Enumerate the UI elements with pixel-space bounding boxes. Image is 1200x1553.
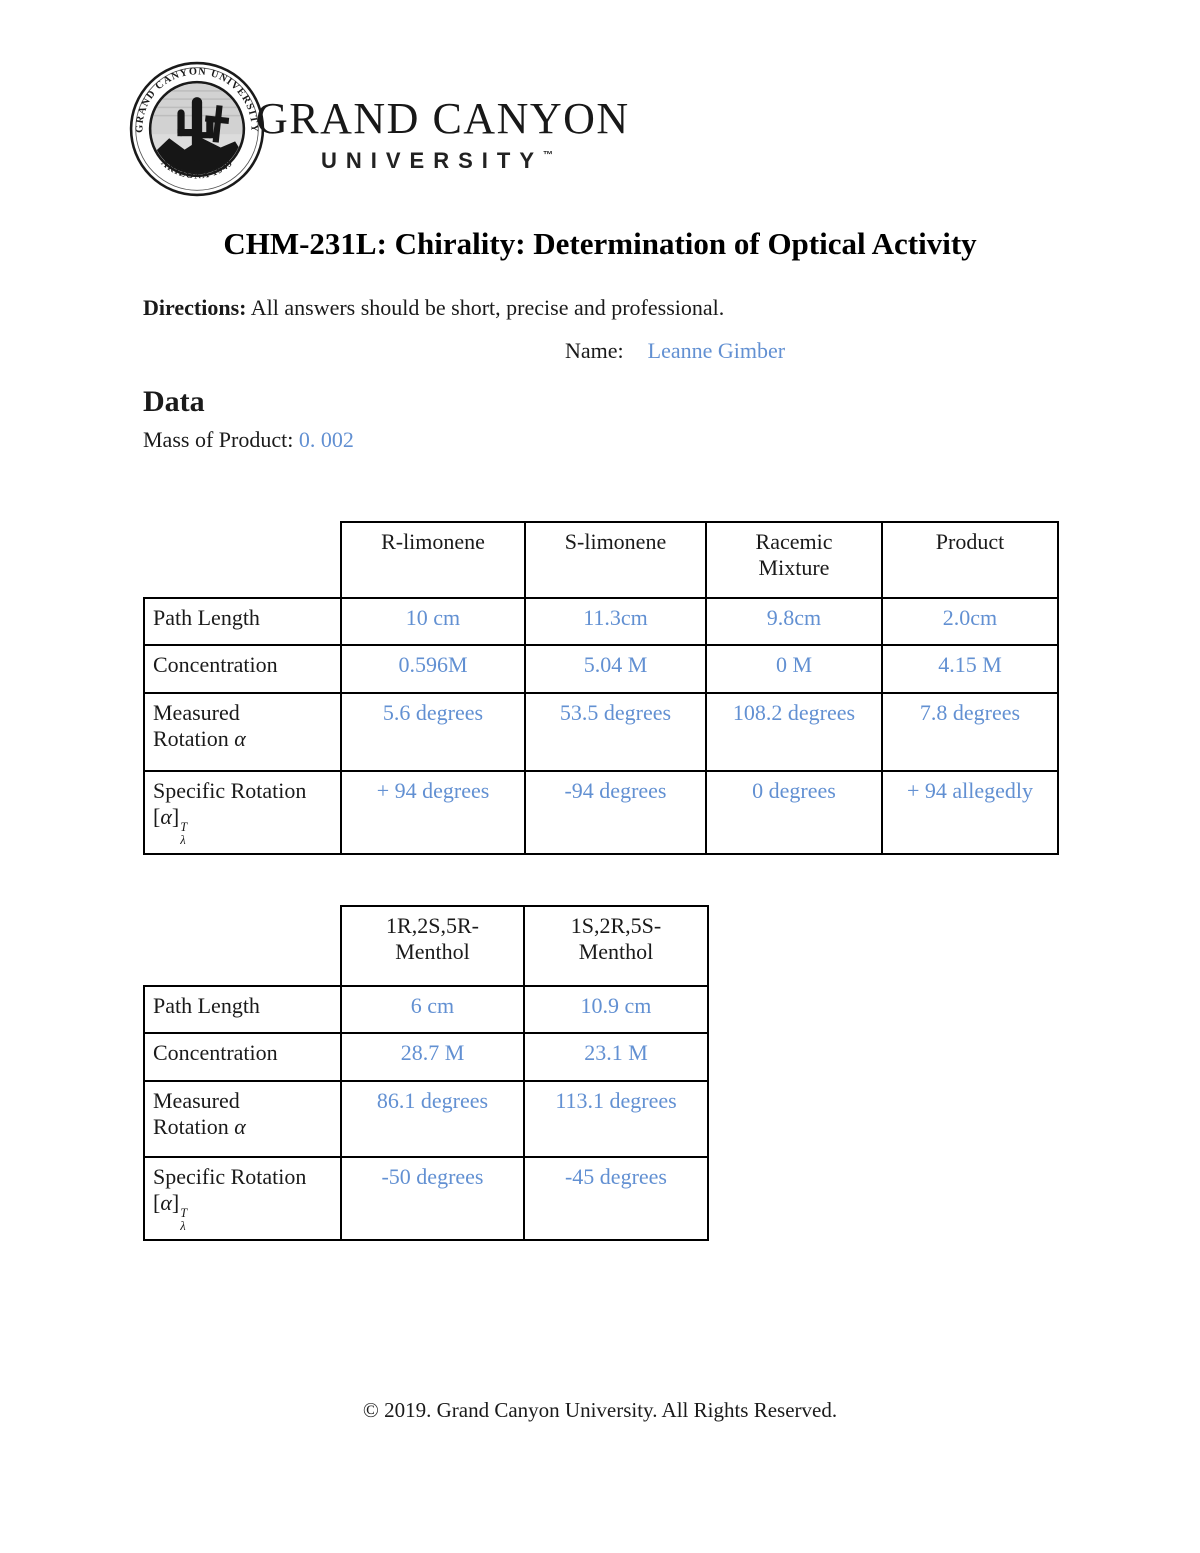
wordmark-grand-canyon: GRAND CANYON bbox=[256, 94, 630, 143]
value-cell: -94 degrees bbox=[524, 769, 707, 856]
value-cell: + 94 degrees bbox=[340, 769, 526, 856]
column-header-product: Product bbox=[881, 521, 1059, 599]
value-cell: 108.2 degrees bbox=[705, 692, 883, 772]
value-cell: 10 cm bbox=[340, 597, 526, 646]
row-label-path-length: Path Length bbox=[143, 597, 342, 646]
directions-line: Directions: All answers should be short,… bbox=[143, 295, 724, 321]
value-cell: 0 M bbox=[705, 644, 883, 694]
mass-value: 0. 002 bbox=[298, 427, 354, 452]
path-length-row: Path Length 10 cm 11.3cm 9.8cm 2.0cm bbox=[143, 597, 1059, 646]
row-label-concentration: Concentration bbox=[143, 1032, 342, 1082]
column-header-racemic-mixture: Racemic Mixture bbox=[705, 521, 883, 599]
value-cell: 28.7 M bbox=[340, 1032, 525, 1082]
value-cell: -45 degrees bbox=[523, 1155, 709, 1242]
menthol-data-table: 1R,2S,5R- Menthol 1S,2R,5S- Menthol Path L… bbox=[143, 905, 709, 1242]
value-cell: 10.9 cm bbox=[523, 985, 709, 1034]
row-label-measured-rotation: Measured Rotation α bbox=[143, 692, 342, 772]
seal-cactus bbox=[177, 97, 214, 161]
measured-rotation-row: Measured Rotation α 86.1 degrees 113.1 d… bbox=[143, 1080, 709, 1158]
value-cell: -50 degrees bbox=[340, 1155, 525, 1242]
directions-label: Directions: bbox=[143, 295, 247, 320]
value-cell: 113.1 degrees bbox=[523, 1080, 709, 1158]
trademark-symbol: ™ bbox=[543, 150, 554, 161]
value-cell: 7.8 degrees bbox=[881, 692, 1059, 772]
mass-of-product-line: Mass of Product: 0. 002 bbox=[143, 427, 354, 453]
row-label-measured-rotation: Measured Rotation α bbox=[143, 1080, 342, 1158]
row-label-path-length: Path Length bbox=[143, 985, 342, 1034]
measured-rotation-row: Measured Rotation α 5.6 degrees 53.5 deg… bbox=[143, 692, 1059, 772]
concentration-row: Concentration 28.7 M 23.1 M bbox=[143, 1032, 709, 1082]
value-cell: 5.04 M bbox=[524, 644, 707, 694]
directions-text: All answers should be short, precise and… bbox=[246, 295, 725, 320]
corner-cell bbox=[144, 906, 341, 986]
value-cell: 9.8cm bbox=[705, 597, 883, 646]
value-cell: 0.596M bbox=[340, 644, 526, 694]
gcu-seal-logo: GRAND CANYON UNIVERSITY ARIZONA 1949 bbox=[129, 61, 265, 197]
concentration-row: Concentration 0.596M 5.04 M 0 M 4.15 M bbox=[143, 644, 1059, 694]
copyright-footer: © 2019. Grand Canyon University. All Rig… bbox=[362, 1398, 838, 1422]
path-length-row: Path Length 6 cm 10.9 cm bbox=[143, 985, 709, 1034]
mass-label: Mass of Product: bbox=[143, 427, 299, 452]
value-cell: 2.0cm bbox=[881, 597, 1059, 646]
row-label-concentration: Concentration bbox=[143, 644, 342, 694]
wordmark-university: UNIVERSITY™ bbox=[321, 150, 553, 172]
value-cell: 0 degrees bbox=[705, 769, 883, 856]
column-header-s-limonene: S-limonene bbox=[524, 521, 707, 599]
value-cell: 5.6 degrees bbox=[340, 692, 526, 772]
column-header-1r2s5r-menthol: 1R,2S,5R- Menthol bbox=[340, 905, 525, 987]
value-cell: 4.15 M bbox=[881, 644, 1059, 694]
table-header-row: R-limonene S-limonene Racemic Mixture Pro… bbox=[144, 521, 1059, 599]
column-header-r-limonene: R-limonene bbox=[340, 521, 526, 599]
value-cell: 6 cm bbox=[340, 985, 525, 1034]
value-cell: 23.1 M bbox=[523, 1032, 709, 1082]
name-label: Name: bbox=[565, 338, 624, 363]
limonene-data-table: R-limonene S-limonene Racemic Mixture Pro… bbox=[143, 521, 1059, 856]
corner-cell bbox=[144, 522, 341, 598]
value-cell: 11.3cm bbox=[524, 597, 707, 646]
wordmark-university-text: UNIVERSITY bbox=[321, 148, 544, 173]
value-cell: 53.5 degrees bbox=[524, 692, 707, 772]
table-header-row: 1R,2S,5R- Menthol 1S,2R,5S- Menthol bbox=[144, 905, 709, 987]
data-section-heading: Data bbox=[143, 385, 205, 418]
name-value: Leanne Gimber bbox=[647, 338, 786, 363]
value-cell: 86.1 degrees bbox=[340, 1080, 525, 1158]
value-cell: + 94 allegedly bbox=[881, 769, 1059, 856]
name-line: Name: Leanne Gimber bbox=[565, 338, 785, 364]
page-title: CHM-231L: Chirality: Determination of Op… bbox=[223, 226, 977, 261]
column-header-1s2r5s-menthol: 1S,2R,5S- Menthol bbox=[523, 905, 709, 987]
